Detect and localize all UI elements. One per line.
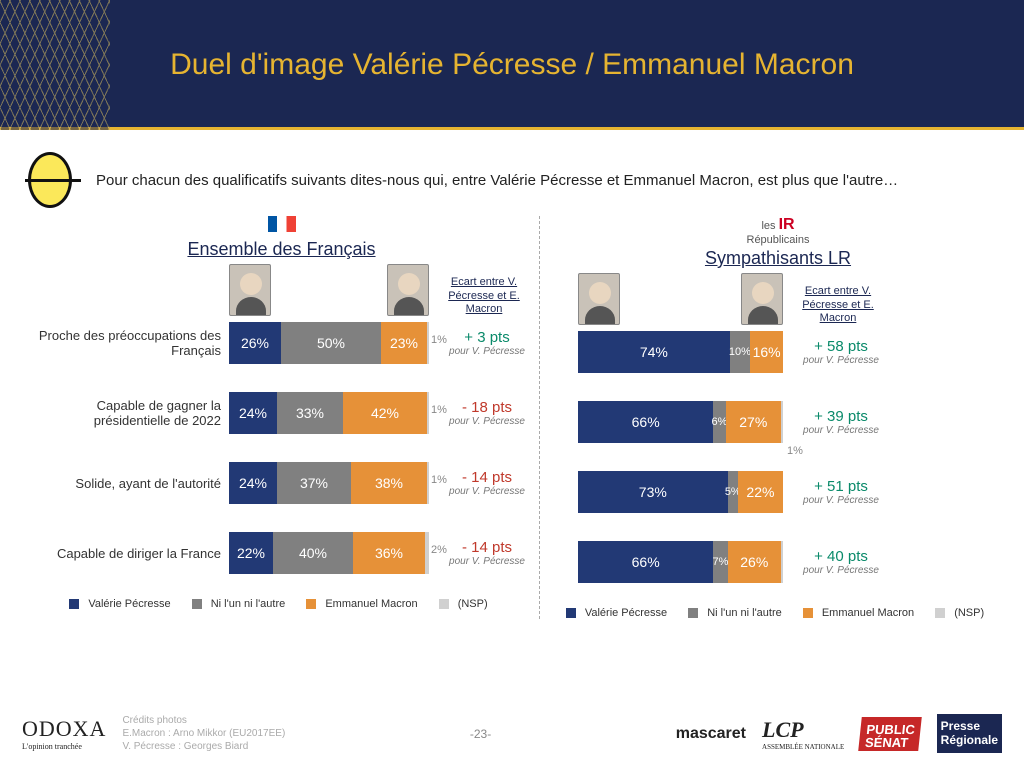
photo-macron: [387, 264, 429, 316]
row-label: Capable de gagner la présidentielle de 2…: [24, 398, 229, 428]
photo-pecresse-r: [578, 273, 620, 325]
france-flag-icon: [268, 216, 296, 232]
stacked-bar: 24%33%42%: [229, 392, 429, 434]
logo-lcp: LCPASSEMBLÉE NATIONALE: [762, 717, 844, 751]
header-pattern: [0, 0, 110, 130]
photo-macron-r: [741, 273, 783, 325]
bar-row: Proche des préoccupations des Français26…: [24, 322, 539, 364]
logo-mascaret: mascaret: [676, 725, 746, 743]
bar-row: 74%10%16%+ 58 ptspour V. Pécresse: [556, 331, 1000, 373]
intro-row: Pour chacun des qualificatifs suivants d…: [0, 130, 1024, 214]
col-head-left: Ensemble des Français: [24, 216, 539, 260]
bar-row: 66%7%26%+ 40 ptspour V. Pécresse: [556, 541, 1000, 583]
photo-credits: Crédits photos E.Macron : Arno Mikkor (E…: [122, 714, 285, 753]
col-head-right: les IRRépublicains Sympathisants LR: [556, 216, 1000, 269]
stacked-bar: 26%50%23%: [229, 322, 429, 364]
bar-row: Capable de diriger la France22%40%36%- 1…: [24, 532, 539, 574]
col-lr: les IRRépublicains Sympathisants LR Ecar…: [539, 216, 1000, 619]
chart-columns: Ensemble des Français Ecart entre V. Péc…: [0, 214, 1024, 619]
col-title-left: Ensemble des Français: [24, 239, 539, 260]
legend-right: Valérie Pécresse Ni l'un ni l'autre Emma…: [556, 607, 1000, 619]
stacked-bar: 66%7%26%: [578, 541, 783, 583]
bar-row: Capable de gagner la présidentielle de 2…: [24, 392, 539, 434]
logo-presse-regionale: PresseRégionale: [937, 714, 1002, 752]
ecart-value: + 39 ptspour V. Pécresse: [783, 408, 893, 436]
row-header-right: Ecart entre V. Pécresse et E. Macron: [556, 273, 1000, 325]
ecart-value: + 58 ptspour V. Pécresse: [783, 338, 893, 366]
row-header-left: Ecart entre V. Pécresse et E. Macron: [24, 264, 539, 316]
bar-row: Solide, ayant de l'autorité24%37%38%- 14…: [24, 462, 539, 504]
logo-public-senat: PUBLICSÉNAT: [858, 717, 922, 751]
question-icon: [28, 152, 72, 208]
row-label: Capable de diriger la France: [24, 546, 229, 561]
slide-header: Duel d'image Valérie Pécresse / Emmanuel…: [0, 0, 1024, 130]
stacked-bar: 74%10%16%: [578, 331, 783, 373]
lr-logo: les IRRépublicains: [556, 216, 1000, 246]
col-ensemble: Ensemble des Français Ecart entre V. Péc…: [24, 216, 539, 619]
ecart-value: + 40 ptspour V. Pécresse: [783, 548, 893, 576]
row-label: Solide, ayant de l'autorité: [24, 476, 229, 491]
stacked-bar: 22%40%36%: [229, 532, 429, 574]
legend-left: Valérie Pécresse Ni l'un ni l'autre Emma…: [24, 598, 539, 610]
intro-text: Pour chacun des qualificatifs suivants d…: [96, 172, 898, 189]
page-number: -23-: [470, 727, 491, 741]
col-title-right: Sympathisants LR: [556, 248, 1000, 269]
row-label: Proche des préoccupations des Français: [24, 328, 229, 358]
bar-row: 73%5%22%+ 51 ptspour V. Pécresse: [556, 471, 1000, 513]
ecart-header-right: Ecart entre V. Pécresse et E. Macron: [783, 285, 893, 325]
photo-pecresse: [229, 264, 271, 316]
stacked-bar: 66%6%27%: [578, 401, 783, 443]
stacked-bar: 73%5%22%: [578, 471, 783, 513]
footer: ODOXA L'opinion tranchée Crédits photos …: [0, 698, 1024, 768]
bar-row: 66%6%27%1%+ 39 ptspour V. Pécresse: [556, 401, 1000, 443]
odoxa-logo: ODOXA L'opinion tranchée: [22, 716, 106, 751]
ecart-header-left: Ecart entre V. Pécresse et E. Macron: [429, 276, 539, 316]
stacked-bar: 24%37%38%: [229, 462, 429, 504]
ecart-value: + 51 ptspour V. Pécresse: [783, 478, 893, 506]
page-title: Duel d'image Valérie Pécresse / Emmanuel…: [0, 0, 1024, 82]
